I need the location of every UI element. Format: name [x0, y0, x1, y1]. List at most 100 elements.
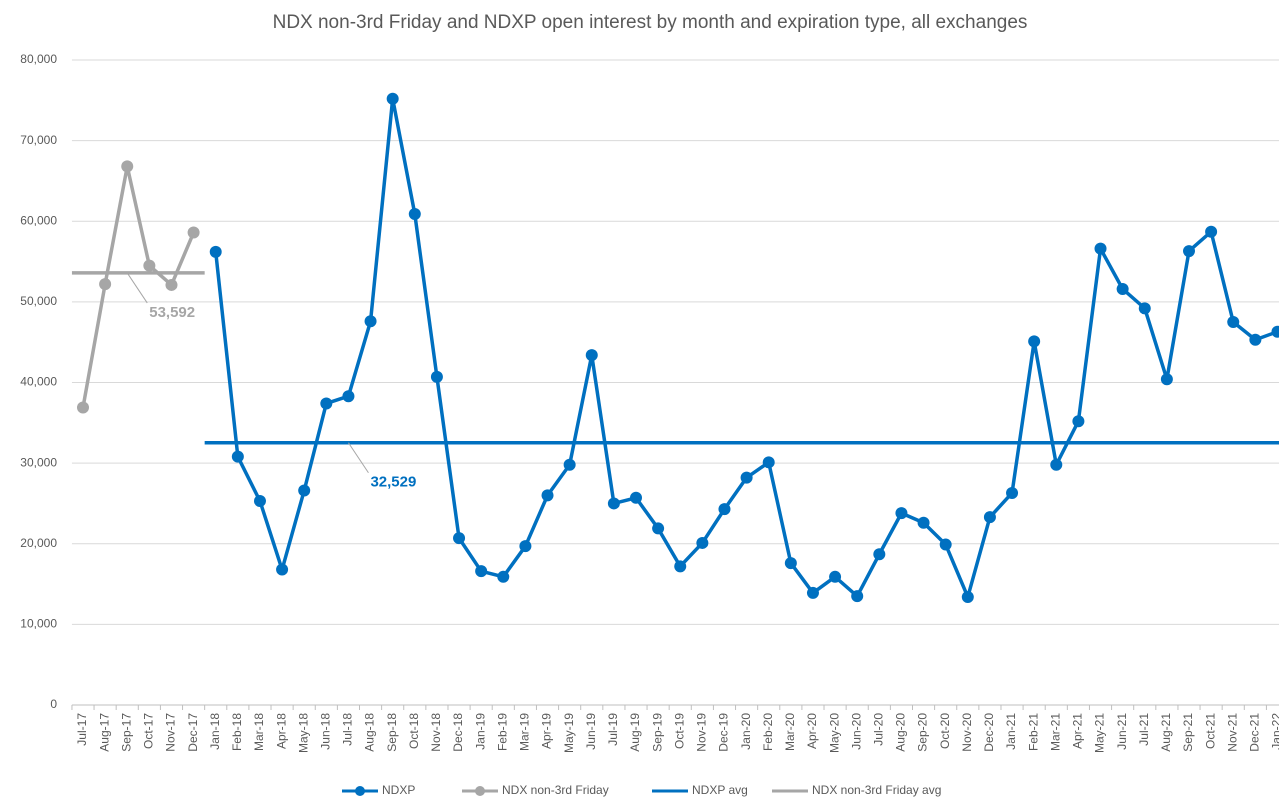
x-tick-label: Sep-20 — [916, 713, 930, 752]
x-tick-label: Mar-19 — [518, 713, 532, 751]
x-tick-label: Sep-17 — [119, 713, 133, 752]
x-tick-label: Feb-18 — [230, 713, 244, 751]
x-tick-label: Jul-18 — [341, 713, 355, 746]
x-tick-label: May-20 — [827, 713, 841, 753]
data-point — [121, 160, 134, 173]
legend-label: NDX non-3rd Friday avg — [812, 783, 941, 797]
x-tick-label: May-18 — [296, 713, 310, 753]
y-tick-label: 40,000 — [20, 375, 57, 389]
x-tick-label: Apr-19 — [540, 713, 554, 749]
legend-label: NDXP — [382, 783, 415, 797]
data-point — [497, 570, 510, 583]
x-tick-label: Mar-21 — [1048, 713, 1062, 751]
x-tick-label: Nov-17 — [164, 713, 178, 752]
x-tick-label: Dec-19 — [717, 713, 731, 752]
data-point — [1138, 302, 1151, 315]
data-point — [718, 503, 731, 516]
x-tick-label: Oct-20 — [938, 713, 952, 749]
x-tick-label: Jul-19 — [606, 713, 620, 746]
x-tick-label: Oct-18 — [407, 713, 421, 749]
data-point — [1094, 242, 1107, 255]
data-point — [541, 489, 554, 502]
x-tick-label: Dec-21 — [1248, 713, 1262, 752]
x-tick-label: Jun-21 — [1115, 713, 1129, 750]
data-point — [408, 207, 421, 220]
legend-marker — [475, 786, 485, 796]
x-tick-label: Jan-19 — [473, 713, 487, 750]
data-point — [342, 390, 355, 403]
legend-label: NDXP avg — [692, 783, 748, 797]
data-point — [1160, 373, 1173, 386]
data-line — [81, 164, 196, 408]
data-point — [630, 491, 642, 504]
x-tick-label: Aug-18 — [363, 713, 377, 752]
data-point — [895, 507, 908, 520]
value-label: 32,529 — [370, 474, 416, 491]
x-tick-label: Sep-18 — [385, 713, 399, 752]
data-point — [652, 522, 665, 535]
legend-marker — [355, 786, 365, 796]
data-point — [165, 278, 178, 291]
data-point — [143, 259, 156, 272]
data-point — [563, 458, 576, 471]
data-point — [519, 540, 532, 553]
y-tick-label: 10,000 — [20, 617, 57, 631]
x-tick-label: Nov-21 — [1225, 713, 1239, 752]
data-point — [475, 565, 488, 578]
x-tick-label: Jul-21 — [1137, 713, 1151, 746]
x-tick-label: Feb-21 — [1026, 713, 1040, 751]
x-tick-label: Sep-21 — [1181, 713, 1195, 752]
data-point — [209, 245, 222, 258]
data-point — [276, 563, 289, 576]
y-tick-label: 30,000 — [20, 455, 57, 469]
data-point — [364, 315, 377, 328]
data-point — [320, 397, 333, 410]
data-point — [806, 586, 819, 599]
x-tick-label: Dec-18 — [451, 713, 465, 752]
label-leader — [348, 442, 369, 474]
x-tick-label: Apr-20 — [805, 713, 819, 749]
label-leader — [126, 272, 148, 304]
data-point — [961, 590, 974, 603]
data-point — [1183, 245, 1195, 258]
data-point — [231, 450, 244, 463]
data-point — [1271, 325, 1279, 338]
x-tick-label: Aug-17 — [97, 713, 111, 752]
data-point — [1072, 415, 1085, 428]
x-tick-label: May-19 — [562, 713, 576, 753]
x-tick-label: Aug-19 — [628, 713, 642, 752]
x-tick-label: Aug-20 — [894, 713, 908, 752]
data-point — [607, 497, 620, 510]
y-tick-label: 70,000 — [20, 133, 57, 147]
data-point — [187, 226, 200, 239]
data-point — [77, 401, 89, 414]
data-point — [1006, 486, 1019, 499]
data-point — [1116, 282, 1129, 295]
data-line — [213, 96, 1279, 599]
data-point — [298, 484, 311, 497]
x-tick-label: Feb-20 — [761, 713, 775, 751]
x-tick-label: Sep-19 — [650, 713, 664, 752]
x-tick-label: Mar-20 — [783, 713, 797, 751]
data-point — [1050, 458, 1063, 471]
data-point — [740, 471, 753, 484]
data-point — [983, 511, 996, 524]
x-tick-label: Jun-20 — [849, 713, 863, 750]
x-tick-label: Oct-17 — [142, 713, 156, 749]
y-tick-label: 60,000 — [20, 213, 57, 227]
x-tick-label: Oct-19 — [672, 713, 686, 749]
x-tick-label: May-21 — [1093, 713, 1107, 753]
x-tick-label: Oct-21 — [1203, 713, 1217, 749]
x-tick-label: Nov-18 — [429, 713, 443, 752]
data-point — [99, 278, 112, 291]
x-tick-label: Jan-20 — [739, 713, 753, 750]
y-tick-label: 0 — [50, 697, 57, 711]
x-tick-label: Apr-18 — [274, 713, 288, 749]
data-point — [386, 92, 399, 105]
x-tick-label: Jun-19 — [584, 713, 598, 750]
data-point — [784, 557, 797, 570]
y-tick-label: 80,000 — [20, 52, 57, 66]
x-tick-label: Feb-19 — [495, 713, 509, 751]
x-tick-label: Jan-22 — [1270, 713, 1279, 750]
data-point — [851, 590, 864, 603]
